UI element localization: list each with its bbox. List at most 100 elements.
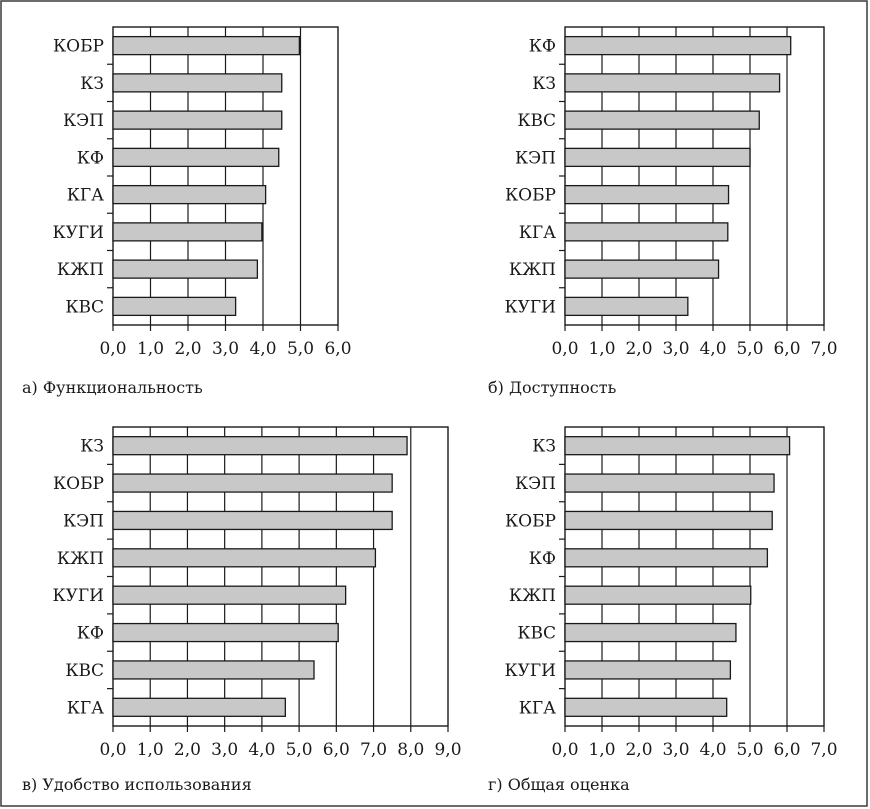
chart-accessibility-tick-label: 1,0: [588, 339, 615, 359]
chart-overall-category-label: КУГИ: [504, 661, 556, 681]
chart-usability-tick-label: 1,0: [137, 740, 164, 760]
chart-accessibility-category-label: КЖП: [509, 260, 556, 280]
chart-functionality-category-label: КЗ: [80, 74, 104, 94]
chart-overall-tick-label: 1,0: [588, 740, 615, 760]
chart-accessibility-tick-label: 0,0: [551, 339, 578, 359]
chart-overall-category-label: КФ: [529, 549, 556, 569]
chart-overall-marks: КЗ КЭП КОБР КФ КЖП КВС КУГИ КГА 0,0 1,0 2,0 3,0 4,0 5…: [504, 426, 838, 760]
chart-accessibility-tick-label: 6,0: [773, 339, 800, 359]
chart-accessibility-category-label: КВС: [517, 111, 556, 131]
chart-accessibility-category-label: КЗ: [532, 74, 556, 94]
chart-accessibility-bar: [564, 184, 730, 205]
chart-overall-tick-label: 7,0: [810, 740, 837, 760]
chart-overall-bar: [564, 622, 737, 643]
chart-overall-category-label: КЭП: [515, 474, 556, 494]
chart-functionality-bar: [112, 147, 280, 168]
chart-accessibility-category-label: КУГИ: [504, 297, 556, 317]
chart-overall-tick-label: 6,0: [773, 740, 800, 760]
chart-functionality-bar: [112, 222, 263, 242]
chart-usability-bar: [112, 510, 393, 531]
chart-usability-category-label: КФ: [77, 624, 104, 644]
chart-usability-bar: [112, 585, 347, 605]
chart-functionality-category-label: КФ: [77, 148, 104, 168]
chart-accessibility-category-label: КОБР: [505, 186, 556, 206]
chart-accessibility: КФ КЗ КВС КЭП КОБР КГА КЖП КУГИ 0,0 1,0 2,0 3,0 4,0 5…: [488, 26, 838, 397]
chart-accessibility-marks: КФ КЗ КВС КЭП КОБР КГА КЖП КУГИ 0,0 1,0 2,0 3,0 4,0 5…: [504, 26, 838, 359]
chart-usability-category-label: КОБР: [53, 474, 104, 494]
chart-functionality-category-label: КЖП: [57, 260, 104, 280]
chart-usability-bar: [112, 697, 286, 717]
chart-functionality-bar: [112, 259, 259, 279]
chart-functionality-tick-label: 0,0: [99, 339, 126, 359]
chart-usability-tick-label: 9,0: [434, 740, 461, 760]
chart-accessibility-bar: [564, 147, 751, 168]
chart-usability-tick-label: 5,0: [286, 740, 313, 760]
chart-usability-tick-label: 2,0: [174, 740, 201, 760]
chart-overall-tick-label: 3,0: [662, 740, 689, 760]
chart-functionality-tick-label: 1,0: [137, 339, 164, 359]
chart-usability-tick-label: 3,0: [211, 740, 238, 760]
chart-functionality-bar: [112, 110, 283, 130]
chart-overall-bar: [564, 697, 728, 717]
chart-overall-category-label: КЗ: [532, 437, 556, 457]
chart-functionality-tick-label: 6,0: [324, 339, 351, 359]
chart-functionality-bar: [112, 35, 301, 56]
chart-accessibility-bar: [564, 259, 720, 279]
chart-usability-bar: [112, 548, 377, 568]
chart-overall-category-label: КГА: [519, 698, 556, 718]
chart-functionality-category-label: КОБР: [53, 37, 104, 57]
chart-functionality-bar: [112, 184, 267, 205]
chart-overall-tick-label: 5,0: [736, 740, 763, 760]
chart-accessibility-bar: [564, 35, 792, 56]
chart-functionality-category-label: КВС: [65, 297, 104, 317]
chart-overall-bar: [564, 548, 769, 568]
chart-accessibility-caption: б) Доступность: [488, 378, 617, 397]
chart-functionality-tick-label: 3,0: [212, 339, 239, 359]
chart-usability-bar: [112, 473, 393, 493]
chart-functionality-bar: [112, 296, 237, 317]
chart-accessibility-bar: [564, 73, 781, 93]
chart-accessibility-bar: [564, 222, 729, 242]
chart-usability-tick-label: 0,0: [99, 740, 126, 760]
chart-functionality-category-label: КГА: [67, 186, 104, 206]
chart-overall-bar: [564, 660, 732, 680]
chart-functionality-tick-label: 2,0: [174, 339, 201, 359]
chart-overall-tick-label: 0,0: [551, 740, 578, 760]
chart-usability-tick-label: 6,0: [323, 740, 350, 760]
chart-accessibility-bar: [564, 296, 689, 317]
chart-accessibility-tick-label: 3,0: [662, 339, 689, 359]
chart-usability-caption: в) Удобство использования: [22, 775, 252, 794]
chart-functionality-tick-label: 4,0: [249, 339, 276, 359]
chart-usability-category-label: КУГИ: [52, 586, 104, 606]
chart-usability-category-label: КВС: [65, 661, 104, 681]
chart-overall-category-label: КЖП: [509, 586, 556, 606]
chart-usability-tick-label: 7,0: [360, 740, 387, 760]
chart-overall-tick-label: 4,0: [699, 740, 726, 760]
chart-usability-bar: [112, 660, 315, 680]
chart-accessibility-tick-label: 4,0: [699, 339, 726, 359]
chart-functionality-marks: КОБР КЗ КЭП КФ КГА КУГИ КЖП КВС 0,0 1,0 2,0 3,0 4,0 5…: [52, 26, 352, 359]
chart-overall-bar: [564, 585, 752, 605]
chart-functionality-bar: [112, 73, 283, 93]
chart-usability-tick-label: 8,0: [397, 740, 424, 760]
chart-usability: КЗ КОБР КЭП КЖП КУГИ КФ КВС КГА 0,0 1,0 2,0 3,0 4,0 5…: [22, 426, 462, 794]
chart-accessibility-category-label: КЭП: [515, 148, 556, 168]
chart-accessibility-category-label: КФ: [529, 37, 556, 57]
chart-functionality-category-label: КУГИ: [52, 223, 104, 243]
chart-functionality-tick-label: 5,0: [287, 339, 314, 359]
chart-usability-category-label: КЖП: [57, 549, 104, 569]
chart-functionality: КОБР КЗ КЭП КФ КГА КУГИ КЖП КВС 0,0 1,0 2,0 3,0 4,0 5…: [22, 26, 352, 397]
chart-overall-caption: г) Общая оценка: [488, 775, 630, 794]
chart-overall-tick-label: 2,0: [625, 740, 652, 760]
chart-usability-bar: [112, 622, 339, 643]
chart-usability-category-label: КЗ: [80, 437, 104, 457]
chart-accessibility-category-label: КГА: [519, 223, 556, 243]
chart-functionality-category-label: КЭП: [63, 111, 104, 131]
chart-overall: КЗ КЭП КОБР КФ КЖП КВС КУГИ КГА 0,0 1,0 2,0 3,0 4,0 5…: [488, 426, 838, 794]
chart-usability-tick-label: 4,0: [248, 740, 275, 760]
chart-usability-category-label: КГА: [67, 698, 104, 718]
chart-accessibility-tick-label: 5,0: [736, 339, 763, 359]
chart-functionality-caption: а) Функциональность: [22, 378, 203, 397]
chart-usability-bar: [112, 436, 408, 456]
